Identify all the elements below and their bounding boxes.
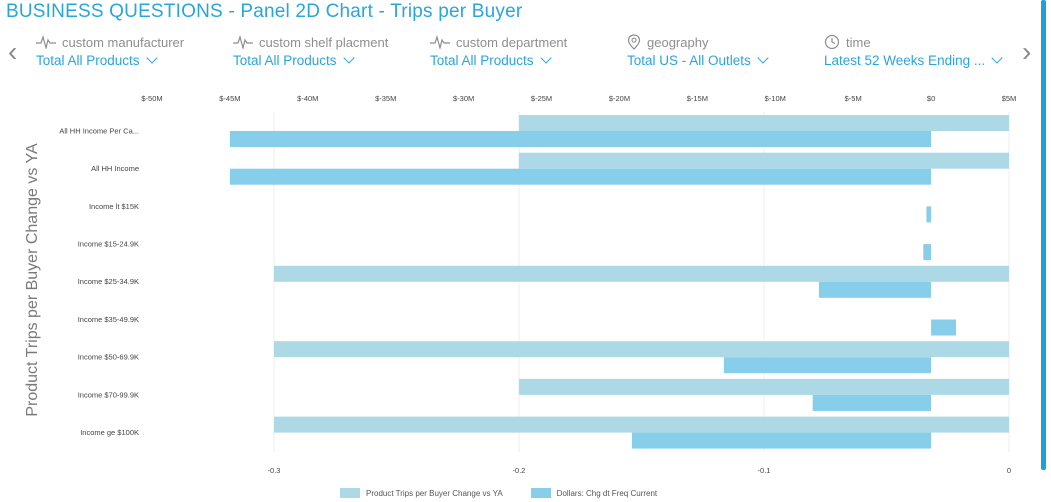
top-axis-tick-label: $-30M bbox=[453, 94, 474, 103]
filter-custom-department: custom department Total All Products bbox=[430, 33, 567, 68]
bar-series-1 bbox=[274, 265, 1009, 282]
top-axis-tick-label: $-5M bbox=[845, 94, 862, 103]
filter-custom-manufacturer: custom manufacturer Total All Products bbox=[36, 33, 184, 68]
page-title: BUSINESS QUESTIONS - Panel 2D Chart - Tr… bbox=[6, 1, 523, 22]
bar-series-2 bbox=[931, 319, 957, 336]
bar-series-2 bbox=[229, 168, 932, 185]
top-axis-tick-label: $-35M bbox=[375, 94, 396, 103]
pulse-icon bbox=[36, 35, 56, 49]
filter-custom-shelf-placment: custom shelf placment Total All Products bbox=[233, 33, 388, 68]
bar-series-2 bbox=[229, 131, 932, 147]
bottom-axis-tick-label: -0.3 bbox=[268, 466, 281, 475]
category-label: Income $50-69.9K bbox=[78, 353, 139, 362]
bottom-axis-tick-label: -0.1 bbox=[758, 466, 771, 475]
category-label: Income ge $100K bbox=[80, 428, 139, 437]
legend-item-series-2: Dollars: Chg dt Freq Current bbox=[530, 488, 658, 498]
vertical-scrollbar[interactable] bbox=[1041, 0, 1046, 470]
bar-series-1 bbox=[274, 341, 1009, 358]
top-axis-tick-label: $-25M bbox=[531, 94, 552, 103]
filter-value: Total US - All Outlets bbox=[627, 53, 751, 68]
filter-dropdown-manufacturer[interactable]: Total All Products bbox=[36, 52, 184, 68]
filter-label: custom department bbox=[456, 34, 568, 50]
legend-swatch-series-1 bbox=[340, 488, 360, 498]
legend-label-series-2: Dollars: Chg dt Freq Current bbox=[556, 488, 658, 498]
bar-series-2 bbox=[926, 206, 932, 223]
filter-value: Total All Products bbox=[233, 53, 337, 68]
chevron-right-icon[interactable]: › bbox=[1022, 36, 1032, 67]
category-label: Income $25-34.9K bbox=[78, 277, 139, 286]
top-axis-tick-label: $-15M bbox=[687, 94, 708, 103]
bar-series-2 bbox=[631, 432, 932, 449]
filter-dropdown-shelf-placment[interactable]: Total All Products bbox=[233, 52, 388, 68]
filter-dropdown-department[interactable]: Total All Products bbox=[430, 52, 567, 68]
category-label: Income $70-99.9K bbox=[78, 390, 139, 399]
bar-series-1 bbox=[519, 152, 1009, 169]
filter-dropdown-time[interactable]: Latest 52 Weeks Ending ... bbox=[824, 52, 1003, 68]
category-label: All HH Income Per Ca... bbox=[59, 126, 139, 135]
legend-label-series-1: Product Trips per Buyer Change vs YA bbox=[366, 488, 503, 498]
pulse-icon bbox=[430, 35, 450, 49]
category-label: All HH Income bbox=[91, 164, 139, 173]
top-axis-tick-label: $-50M bbox=[141, 94, 162, 103]
filter-label: time bbox=[846, 34, 871, 50]
pulse-icon bbox=[233, 35, 253, 49]
top-axis-tick-label: $-10M bbox=[765, 94, 786, 103]
filter-time: time Latest 52 Weeks Ending ... bbox=[824, 33, 1003, 68]
bottom-axis-tick-label: 0 bbox=[1007, 466, 1011, 475]
top-axis-tick-label: $-45M bbox=[219, 94, 240, 103]
location-pin-icon bbox=[627, 34, 641, 50]
bar-series-1 bbox=[274, 416, 1009, 433]
legend-swatch-series-2 bbox=[530, 488, 551, 498]
bar-series-2 bbox=[812, 394, 932, 411]
top-axis-tick-label: $0 bbox=[927, 94, 935, 103]
chevron-left-icon[interactable]: ‹ bbox=[8, 36, 18, 67]
top-axis-tick-label: $-40M bbox=[297, 94, 318, 103]
filter-value: Latest 52 Weeks Ending ... bbox=[824, 53, 986, 68]
top-axis-tick-label: $-20M bbox=[609, 94, 630, 103]
y-axis-title: Product Trips per Buyer Change vs YA bbox=[24, 143, 41, 417]
chart-legend: Product Trips per Buyer Change vs YA Dol… bbox=[340, 488, 657, 498]
bar-series-2 bbox=[923, 244, 932, 261]
filter-dropdown-geography[interactable]: Total US - All Outlets bbox=[627, 52, 769, 68]
clock-icon bbox=[824, 34, 840, 50]
category-label: Income lt $15K bbox=[89, 202, 139, 211]
legend-item-series-1: Product Trips per Buyer Change vs YA bbox=[340, 488, 503, 498]
filter-label: custom shelf placment bbox=[259, 34, 389, 50]
filter-geography: geography Total US - All Outlets bbox=[627, 33, 769, 68]
bottom-axis-tick-label: -0.2 bbox=[513, 466, 526, 475]
bar-series-1 bbox=[519, 378, 1009, 395]
category-label: Income $35-49.9K bbox=[78, 315, 139, 324]
filter-label: geography bbox=[647, 34, 709, 50]
top-axis-tick-label: $5M bbox=[1002, 94, 1017, 103]
filter-label: custom manufacturer bbox=[62, 34, 185, 50]
bar-series-1 bbox=[519, 115, 1009, 131]
category-label: Income $15-24.9K bbox=[78, 239, 139, 248]
filter-value: Total All Products bbox=[430, 53, 534, 68]
bar-series-2 bbox=[723, 357, 932, 374]
bar-series-2 bbox=[818, 281, 932, 298]
filter-value: Total All Products bbox=[36, 53, 140, 68]
